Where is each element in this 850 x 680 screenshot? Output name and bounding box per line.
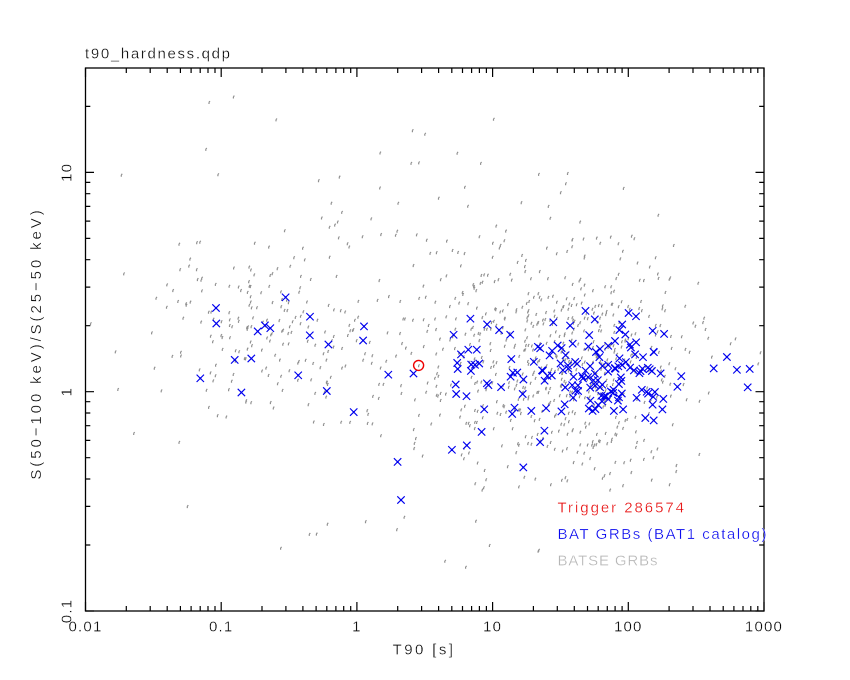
svg-text:T90 [s]: T90 [s] (393, 642, 456, 659)
svg-text:1000: 1000 (745, 619, 783, 636)
svg-text:0.01: 0.01 (69, 619, 103, 636)
svg-text:0.1: 0.1 (59, 599, 76, 623)
svg-text:1: 1 (352, 619, 362, 636)
svg-text:Trigger 286574: Trigger 286574 (558, 499, 686, 516)
svg-text:10: 10 (483, 619, 502, 636)
svg-text:t90_hardness.qdp: t90_hardness.qdp (85, 46, 232, 63)
svg-text:S(50−100 keV)/S(25−50 keV): S(50−100 keV)/S(25−50 keV) (28, 207, 45, 479)
svg-text:1: 1 (59, 387, 76, 397)
svg-text:0.1: 0.1 (209, 619, 233, 636)
svg-text:BAT GRBs (BAT1 catalog): BAT GRBs (BAT1 catalog) (558, 526, 768, 543)
svg-text:BATSE GRBs: BATSE GRBs (558, 552, 659, 569)
svg-text:10: 10 (59, 163, 76, 182)
svg-text:100: 100 (614, 619, 643, 636)
